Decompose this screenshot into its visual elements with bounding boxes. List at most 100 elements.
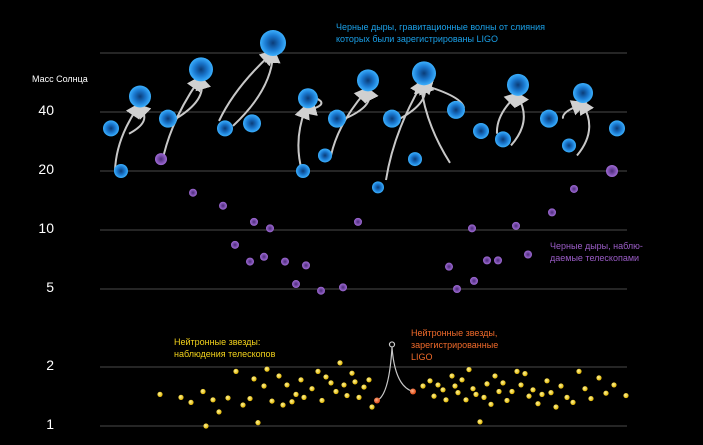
y-tick-label: 40 [38, 102, 54, 118]
neutron-star-point [481, 394, 487, 400]
merger-arrow [294, 102, 310, 172]
neutron-star-point [369, 404, 375, 410]
neutron-star-point [203, 423, 209, 429]
telescope-black-hole-point [512, 221, 520, 230]
merger-arrow [385, 78, 426, 181]
neutron-star-point [544, 378, 550, 384]
ligo-black-hole-point [189, 57, 213, 82]
merger-arrow [128, 102, 152, 135]
neutron-star-point [352, 379, 358, 385]
y-tick-label: 10 [38, 220, 54, 236]
telescope-black-hole-point [317, 286, 325, 295]
ligo-label-line1: Черные дыры, гравитационные волны от сли… [336, 22, 546, 32]
neutron-star-point [333, 388, 339, 395]
ligo-black-hole-point [114, 164, 128, 179]
neutron-star-point [455, 390, 461, 396]
neutron-star-point [366, 377, 372, 383]
neutron-star-point [473, 391, 479, 397]
ligo-black-hole-point [412, 61, 436, 86]
ligo-black-hole-point [540, 109, 558, 128]
neutron-star-point [328, 380, 334, 386]
neutron-merger-remnant [388, 341, 396, 348]
neutron-star-point [216, 409, 222, 415]
neutron-star-point [463, 397, 469, 403]
neutron-star-point [477, 419, 483, 425]
neutron-star-point [440, 387, 446, 393]
neutron-star-point [420, 383, 426, 389]
neutron-star-point [157, 391, 163, 397]
neutron-star-point [522, 371, 528, 377]
telescope-black-hole-point [302, 261, 310, 270]
neutron-star-point [443, 397, 449, 403]
telescope-black-hole-point [548, 208, 556, 217]
ligo-neutron-star-point [374, 397, 380, 404]
ligo-black-hole-point [217, 120, 233, 137]
telescope-black-hole-point [250, 217, 258, 226]
neutron-star-point [356, 394, 362, 400]
neutron-star-point [611, 382, 617, 388]
nsligo-label-line1: Нейтронные звезды, [411, 328, 498, 338]
ligo-black-hole-point [609, 120, 625, 137]
neutron-star-point [548, 390, 554, 396]
ligo-label-line2: которых были зарегистрированы LIGO [336, 34, 498, 44]
ns-label-line1: Нейтронные звезды: [174, 337, 261, 347]
telescope-black-hole-point [524, 250, 532, 259]
neutron-star-point [233, 368, 239, 374]
merger-arrow [576, 98, 594, 157]
neutron-star-point [530, 387, 536, 393]
telescope-black-hole-point [606, 165, 618, 178]
telescope-black-hole-point [570, 184, 578, 193]
ligo-black-hole-point [243, 114, 261, 133]
neutron-star-point [349, 370, 355, 376]
em-label-line2: даемые телескопами [550, 253, 640, 263]
neutron-star-point [570, 399, 576, 405]
neutron-star-point [535, 401, 541, 407]
ligo-neutron-stars-label: Нейтронные звезды, зарегистрированные LI… [411, 327, 498, 363]
neutron-star-point [323, 374, 329, 380]
neutron-star-point [289, 399, 295, 405]
neutron-star-point [188, 399, 194, 405]
telescope-black-hole-point [266, 224, 274, 233]
ligo-black-hole-point [447, 100, 465, 119]
neutron-star-point [564, 394, 570, 400]
neutron-star-point [603, 390, 609, 396]
neutron-star-point [484, 381, 490, 387]
neutron-star-point [623, 392, 629, 399]
ligo-black-holes-label: Черные дыры, гравитационные волны от сли… [336, 21, 545, 45]
y-tick-label: 1 [46, 416, 54, 432]
telescope-black-hole-point [246, 257, 254, 266]
neutron-star-point [504, 397, 510, 404]
telescope-black-hole-point [281, 257, 289, 266]
nsligo-label-line2: зарегистрированные [411, 340, 499, 350]
neutron-star-point [492, 373, 498, 379]
ligo-black-hole-point [372, 181, 384, 194]
y-tick-label: 5 [46, 279, 54, 295]
neutron-star-point [255, 420, 261, 426]
neutron-star-point [500, 380, 506, 386]
neutron-star-point [264, 366, 270, 372]
ligo-black-hole-point [296, 164, 310, 179]
merger-arrow [114, 101, 142, 172]
neutron-star-point [361, 384, 367, 390]
neutron-star-point [431, 393, 437, 399]
neutron-star-point [488, 401, 494, 407]
data-points [103, 29, 629, 429]
neutron-star-point [553, 404, 559, 410]
ligo-black-hole-point [507, 73, 529, 96]
merger-arrow [413, 77, 451, 164]
telescope-black-hole-point [470, 276, 478, 285]
merger-arrow [300, 97, 323, 116]
ligo-black-hole-point [383, 109, 401, 128]
neutron-star-point [344, 392, 350, 399]
ligo-black-hole-point [408, 152, 422, 167]
ns-label-line2: наблюдения телескопов [174, 349, 276, 359]
merger-arrow [510, 90, 529, 147]
ligo-black-hole-point [562, 138, 576, 153]
neutron-star-point [582, 386, 588, 392]
telescope-black-hole-point [189, 188, 197, 197]
neutron-star-point [301, 394, 307, 400]
ligo-black-hole-point [573, 83, 593, 104]
neutron-star-point [539, 391, 545, 397]
neutron-stars-label: Нейтронные звезды: наблюдения телескопов [174, 336, 275, 360]
